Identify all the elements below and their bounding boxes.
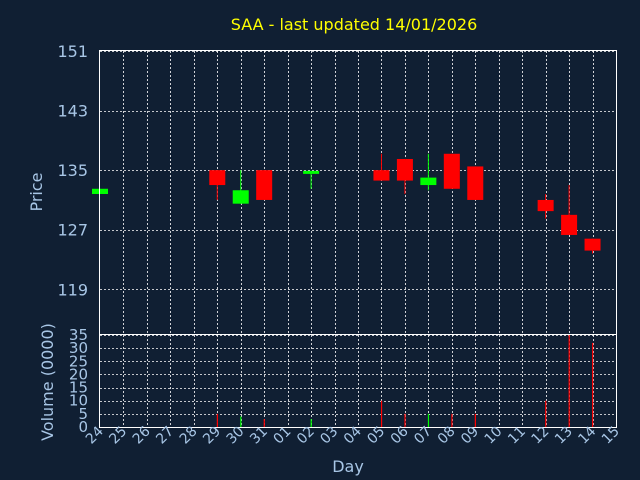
candle-06 [396, 158, 413, 194]
volume-tick-label: 25 [69, 352, 88, 370]
candle-body [303, 170, 320, 174]
volume-bar-05 [380, 400, 383, 427]
candle-body [396, 158, 413, 181]
x-ticks: 24 25 26 27 28 29 30 31 01 02 03 04 05 06 07 08 09 10 11 12… [83, 423, 623, 447]
candle-body [467, 166, 484, 200]
volume-tick-label: 0 [78, 418, 88, 436]
candle-13 [561, 185, 578, 235]
volume-bar-06 [404, 413, 406, 427]
volume-tick-label: 35 [69, 326, 88, 344]
volume-tick-label: 10 [69, 392, 88, 410]
candle-body [537, 199, 554, 212]
candle-12 [537, 193, 554, 219]
volume-bar-13 [568, 335, 570, 427]
volume-bar-14 [592, 342, 594, 427]
candle-body [420, 177, 437, 186]
volume-axis-label: Volume (0000) [38, 323, 57, 441]
candle-body [256, 170, 273, 200]
price-tick-label: 143 [57, 102, 88, 121]
volume-bar-12 [545, 400, 547, 427]
price-tick-label: 119 [57, 280, 88, 299]
price-tick-label: 127 [57, 221, 88, 240]
candle-body [443, 153, 460, 189]
candlesticks [92, 153, 601, 254]
volume-plot-frame [99, 334, 617, 428]
volume-bar-30 [240, 416, 242, 427]
volume-bar-07 [427, 413, 430, 427]
price-tick-label: 135 [57, 161, 88, 180]
candle-08 [443, 153, 460, 189]
volume-tick-label: 15 [69, 379, 88, 397]
price-plot-frame [99, 50, 617, 335]
candle-body [232, 190, 249, 204]
candle-body [373, 170, 390, 181]
price-grid [100, 51, 616, 334]
volume-bar-09 [474, 413, 476, 427]
candle-body [561, 214, 578, 235]
volume-bar-08 [451, 413, 453, 427]
candle-05 [373, 153, 390, 181]
candle-body [209, 170, 226, 186]
price-y-ticks: 151 143 135 127 119 [57, 42, 88, 299]
volume-bar-29 [216, 413, 218, 427]
volume-tick-label: 5 [78, 405, 88, 423]
volume-bar-02 [310, 419, 312, 427]
candle-09 [467, 166, 484, 200]
volume-bars [216, 335, 594, 427]
candle-02 [303, 170, 320, 189]
chart-title: SAA - last updated 14/01/2026 [231, 15, 478, 34]
candle-body [584, 238, 601, 251]
candle-31 [256, 170, 273, 200]
volume-bar-31 [263, 419, 265, 427]
candle-07 [420, 153, 437, 191]
volume-tick-label: 30 [69, 339, 88, 357]
candle-30 [232, 170, 249, 204]
volume-tick-label: 20 [69, 365, 88, 383]
price-axis-label: Price [27, 172, 46, 211]
x-axis-label: Day [332, 457, 364, 476]
price-tick-label: 151 [57, 42, 88, 61]
candle-14 [584, 238, 601, 254]
volume-grid [100, 335, 616, 428]
candle-29 [209, 170, 226, 200]
